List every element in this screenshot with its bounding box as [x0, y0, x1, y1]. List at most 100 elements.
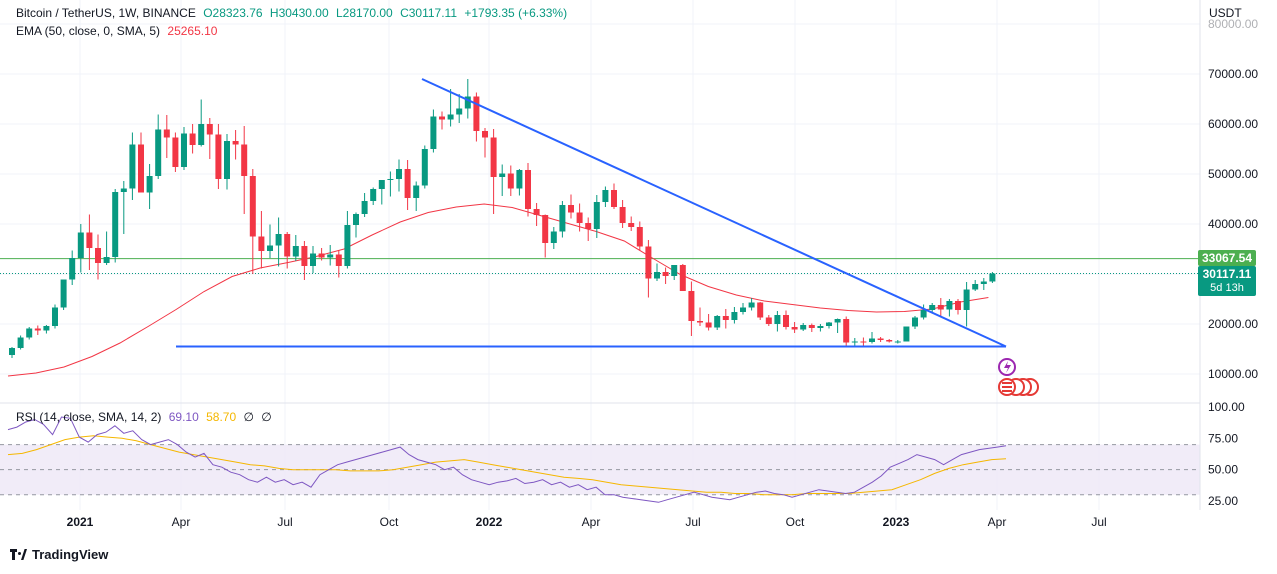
- candle-body: [989, 273, 996, 282]
- candle-body: [860, 341, 867, 343]
- candle-body: [404, 169, 411, 198]
- time-axis[interactable]: 2021 Apr Jul Oct 2022 Apr Jul Oct 2023 Apr Jul: [67, 515, 1107, 529]
- candle-body: [817, 326, 824, 328]
- candle-body: [774, 315, 781, 324]
- time-tick-label: Jul: [1091, 515, 1106, 529]
- tradingview-logo[interactable]: TradingView: [10, 547, 108, 562]
- candle-body: [120, 188, 127, 192]
- price-tick-label: 70000.00: [1208, 67, 1258, 81]
- candle-body: [869, 338, 875, 342]
- candle-body: [387, 179, 394, 180]
- candle-body: [344, 225, 351, 266]
- candle-body: [765, 317, 772, 324]
- brand-name: TradingView: [32, 547, 109, 562]
- ema-legend[interactable]: EMA (50, close, 0, SMA, 5) 25265.10: [16, 24, 221, 38]
- candle-body: [456, 108, 463, 115]
- event-icons[interactable]: [998, 358, 1039, 396]
- symbol-title[interactable]: Bitcoin / TetherUS, 1W, BINANCE: [16, 6, 196, 20]
- candle-body: [172, 137, 179, 167]
- candle-body: [568, 205, 574, 213]
- candle-body: [292, 246, 299, 257]
- candle-body: [52, 307, 58, 326]
- candle-body: [645, 246, 652, 279]
- currency-label[interactable]: USDT: [1209, 6, 1242, 20]
- candle-body: [972, 284, 979, 290]
- time-tick-label: Jul: [685, 515, 700, 529]
- high-value: H30430.00: [269, 6, 329, 20]
- candle-body: [877, 338, 884, 340]
- candle-body: [585, 223, 592, 229]
- symbol-legend[interactable]: Bitcoin / TetherUS, 1W, BINANCE O28323.7…: [16, 6, 571, 20]
- candle-body: [894, 341, 901, 343]
- candle-body: [946, 301, 953, 310]
- candle-body: [963, 289, 970, 310]
- price-tick-label: 80000.00: [1208, 17, 1258, 31]
- candle-body: [361, 201, 368, 214]
- rsi-axis[interactable]: 100.00 75.00 50.00 25.00: [1208, 400, 1245, 508]
- candles: [9, 79, 996, 358]
- candle-body: [215, 134, 222, 179]
- candle-body: [138, 144, 144, 193]
- candle-body: [714, 316, 721, 328]
- time-tick-label: 2021: [67, 515, 94, 529]
- candle-body: [473, 96, 480, 131]
- price-tick-label: 40000.00: [1208, 217, 1258, 231]
- candle-body: [267, 245, 273, 251]
- ema-label[interactable]: EMA (50, close, 0, SMA, 5): [16, 24, 161, 38]
- candle-body: [43, 326, 50, 331]
- candle-body: [929, 305, 936, 310]
- change-value: +1793.35 (+6.33%): [464, 6, 568, 20]
- candle-body: [800, 325, 807, 330]
- candle-body: [697, 321, 703, 323]
- candle-body: [189, 133, 196, 145]
- rsi-legend[interactable]: RSI (14, close, SMA, 14, 2) 69.10 58.70 …: [16, 410, 276, 424]
- candle-body: [249, 176, 256, 237]
- candle-body: [912, 317, 918, 327]
- rsi-label[interactable]: RSI (14, close, SMA, 14, 2): [16, 410, 162, 424]
- candle-body: [826, 322, 832, 326]
- candle-body: [955, 301, 961, 310]
- candle-body: [516, 170, 523, 189]
- price-axis[interactable]: 70000.00 60000.00 50000.00 40000.00 20000.00…: [1208, 17, 1258, 381]
- us-flag-stripes-icon: [1002, 382, 1012, 384]
- candle-body: [636, 227, 643, 247]
- time-tick-label: 2022: [476, 515, 503, 529]
- rsi-ma-line: [7, 435, 1007, 496]
- candle-body: [17, 337, 24, 348]
- candle-body: [920, 310, 927, 318]
- tradingview-logo-icon: [10, 549, 27, 560]
- price-tick-label: 20000.00: [1208, 317, 1258, 331]
- lightning-glyph-icon: [1004, 361, 1011, 373]
- candle-body: [611, 190, 617, 207]
- candle-body: [662, 272, 669, 276]
- candle-body: [327, 254, 334, 258]
- candle-body: [310, 253, 316, 266]
- level-price-tag: 33067.54: [1198, 250, 1256, 266]
- candle-body: [413, 185, 420, 198]
- trend-lines[interactable]: [176, 78, 1007, 348]
- candle-body: [301, 246, 308, 266]
- rsi-extra-1: ∅: [243, 410, 254, 424]
- candle-body: [77, 232, 84, 258]
- candle-body: [258, 236, 265, 251]
- candle-body: [9, 348, 15, 355]
- descending-trend-line[interactable]: [421, 78, 1007, 348]
- candle-body: [490, 137, 497, 177]
- candle-body: [396, 169, 402, 179]
- time-tick-label: 2023: [883, 515, 910, 529]
- time-tick-label: Apr: [172, 515, 191, 529]
- candle-body: [112, 192, 119, 257]
- candle-body: [671, 265, 678, 276]
- candle-body: [834, 319, 841, 323]
- rsi-band-lines: [0, 444, 1200, 496]
- rsi-value: 69.10: [168, 410, 199, 424]
- candle-body: [439, 116, 445, 120]
- candle-body: [95, 248, 101, 263]
- candle-body: [482, 131, 488, 138]
- candle-body: [851, 341, 858, 343]
- candle-body: [181, 133, 187, 167]
- ema-line: [7, 203, 989, 377]
- ema-value: 25265.10: [167, 24, 218, 38]
- candle-body: [550, 231, 557, 243]
